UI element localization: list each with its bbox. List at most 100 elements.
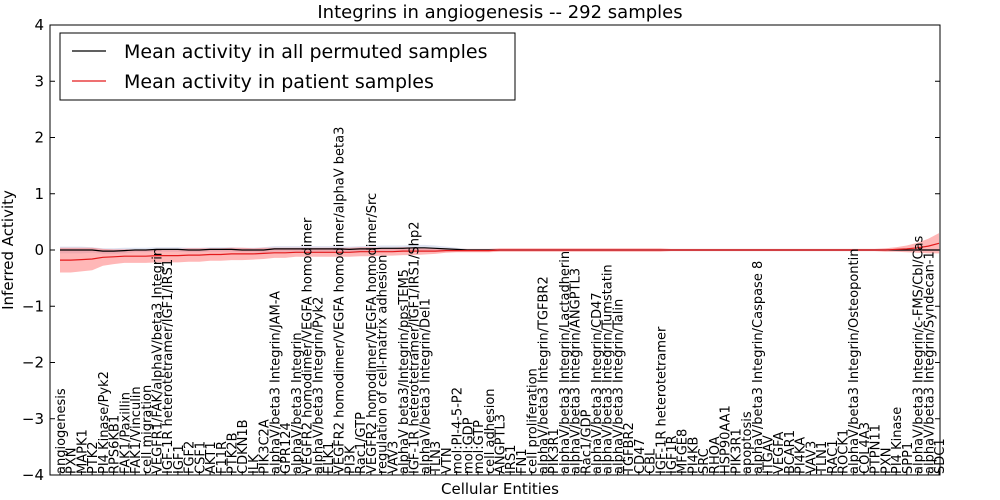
x-tick-label: ROCK1 [837,429,852,474]
x-tick-label: IGF1 [172,444,187,474]
x-tick-label: IGF1R [665,435,680,474]
x-tick-label: Rac1/GDP [579,409,594,474]
x-tick-label: MAPK1 [75,429,90,474]
y-tick-label: 4 [34,16,44,34]
x-tick-label: SRC [697,448,712,474]
x-tick-label: IGF-1R heterotetramer [654,326,669,474]
x-tick-label: VEGFR2 homodimer/VEGFA homodimer [301,217,316,474]
x-tick-label: alphaV beta3/Integrin/ppsTEM5 [397,269,412,474]
x-tick-label: FAK1/Paxillin [118,392,133,474]
legend: Mean activity in all permuted samples Me… [59,32,516,101]
legend-label-patient: Mean activity in patient samples [124,71,434,93]
x-tick-label: PIK3C2A [258,419,273,474]
x-tick-label: VAV3 [386,441,401,474]
x-tick-label: mol:GTP [472,420,487,474]
x-tick-label: FGF2 [183,441,198,474]
x-tick-label: SPP1 [901,442,916,474]
x-tick-label: TGFBR2 [622,422,637,475]
series-lines [60,242,940,261]
x-tick-label: alphaV/beta3 Integrin/c-FMS/Cbl/Cas [912,235,927,474]
x-tick-label: HSP90AA1 [719,405,734,474]
x-tick-label: PTK2 [86,441,101,474]
line-patient-mean [60,242,940,261]
x-tick-label: alphaV/beta3 Integrin/ANGPTL3 [569,268,584,474]
x-tick-label: VEGFR2 homodimer/VEGFA homodimer/Src [365,193,380,474]
x-tick-label: IGF-1R heterotetramer/IGF1/IRS1/Shp2 [408,221,423,474]
x-tick-label: PXN [65,448,80,474]
x-tick-label: cell migration [140,385,155,474]
x-tick-label: RPS6KB1 [108,415,123,474]
x-tick-label: IRS1 [504,445,519,474]
x-tick-label: IGF-1R heterotetramer/IGF1/IRS1 [161,259,176,474]
x-tick-label: ITGAV [762,435,777,474]
x-tick-label: F11R [215,441,230,474]
x-tick-label: TLN3 [429,441,444,475]
x-tick-label: PI4KA [794,437,809,474]
x-tick-label: ILK [247,454,262,474]
x-tick-label: alphaV/beta3 Integrin/JAM-A [268,291,283,474]
x-tick-label: alphaV/beta3 Integrin/Caspase 8 [751,261,766,474]
chart-title: Integrins in angiogenesis -- 292 samples [317,2,682,23]
x-tick-label: RHOA [708,436,723,474]
x-tick-label: CDKN1B [236,419,251,474]
x-tick-label: ELK1 [322,442,337,474]
x-tick-label: alphaV/beta3 Integrin/Lactadherin [558,251,573,474]
x-tick-label: VAV3 [804,441,819,474]
y-axis-label: Inferred Activity [0,190,17,310]
x-tick-label: alphaV/beta3 Integrin/TGFBR2 [536,276,551,474]
x-tick-label: mol:GDP [461,417,476,474]
x-tick-label: GPR124 [279,422,294,474]
legend-box [59,32,516,101]
x-tick-label: ANGPTL3 [494,414,509,474]
band-patient [60,233,939,273]
x-tick-label: alphaV/beta3 Integrin/Pyk2 [311,297,326,474]
x-tick-label: FAK1/Vinculin [129,386,144,474]
x-tick-label: FN1 [515,449,530,474]
x-tick-label: TLN1 [815,441,830,475]
legend-label-permuted: Mean activity in all permuted samples [124,41,487,63]
x-tick-label: angiogenesis [54,388,69,474]
x-tick-label: RAC1 [826,439,841,474]
x-tick-label: mol:PI-4-5-P2 [451,387,466,474]
x-tick-label: MFGE8 [676,429,691,474]
x-tick-label: apoptosis [740,411,755,474]
x-tick-label: BCAR1 [783,430,798,474]
x-tick-label: alphaV/beta3 Integrin [290,332,305,474]
x-tick-label: SDC1 [933,438,948,474]
x-tick-label: Rac1/GTP [354,412,369,474]
x-tick-label: cell adhesion [483,388,498,474]
x-tick-label: alphaV/beta3 Integrin/CD47 [590,292,605,474]
x-tick-label: CSF1 [193,441,208,474]
x-tick-label: PIK3R1 [729,428,744,474]
y-tick-label: 1 [34,185,44,203]
x-tick-label: PTPN11 [869,424,884,474]
y-tick-label: 0 [34,241,44,259]
x-tick-label: PI4KB [687,437,702,474]
x-tick-label: PI3K [343,445,358,474]
x-tick-label: PXN [879,448,894,474]
y-tick-label: 2 [34,129,44,147]
x-tick-label: PTK2B [226,433,241,475]
x-tick-label: regulation of cell-matrix adhesion [376,255,391,474]
x-tick-label: alphaV/beta3 Integrin/Tumstatin [601,264,616,474]
x-tick-label: PIK3R1 [547,428,562,474]
y-tick-label: 3 [34,72,44,90]
x-tick-label: CD47 [633,438,648,474]
x-tick-label: PI4 Kinase/Pyk2 [97,371,112,474]
x-tick-label: VEGFR1/FAK/alphaV/beta3 Integrin [151,248,166,474]
x-tick-label: AKT1 [204,441,219,474]
x-tick-label: alphaV/beta3 Integrin/Syndecan-1 [922,251,937,474]
x-tick-label: cell proliferation [526,368,541,474]
x-tick-label: VEGFR2 homodimer/VEGFA homodimer/alphaV … [333,127,348,474]
x-tick-label: PI4 Kinase [890,407,905,474]
y-tick-label: −3 [22,410,44,428]
x-tick-label: VEGFA [772,432,787,474]
confidence-bands [60,233,939,273]
x-tick-label: alphaV/beta3 Integrin/Osteopontin [847,249,862,474]
y-tick-label: −4 [22,466,44,484]
y-tick-label: −2 [22,354,44,372]
x-axis-label: Cellular Entities [441,480,559,498]
x-tick-label: alphaV/beta3 Integrin/Del1 [419,298,434,474]
